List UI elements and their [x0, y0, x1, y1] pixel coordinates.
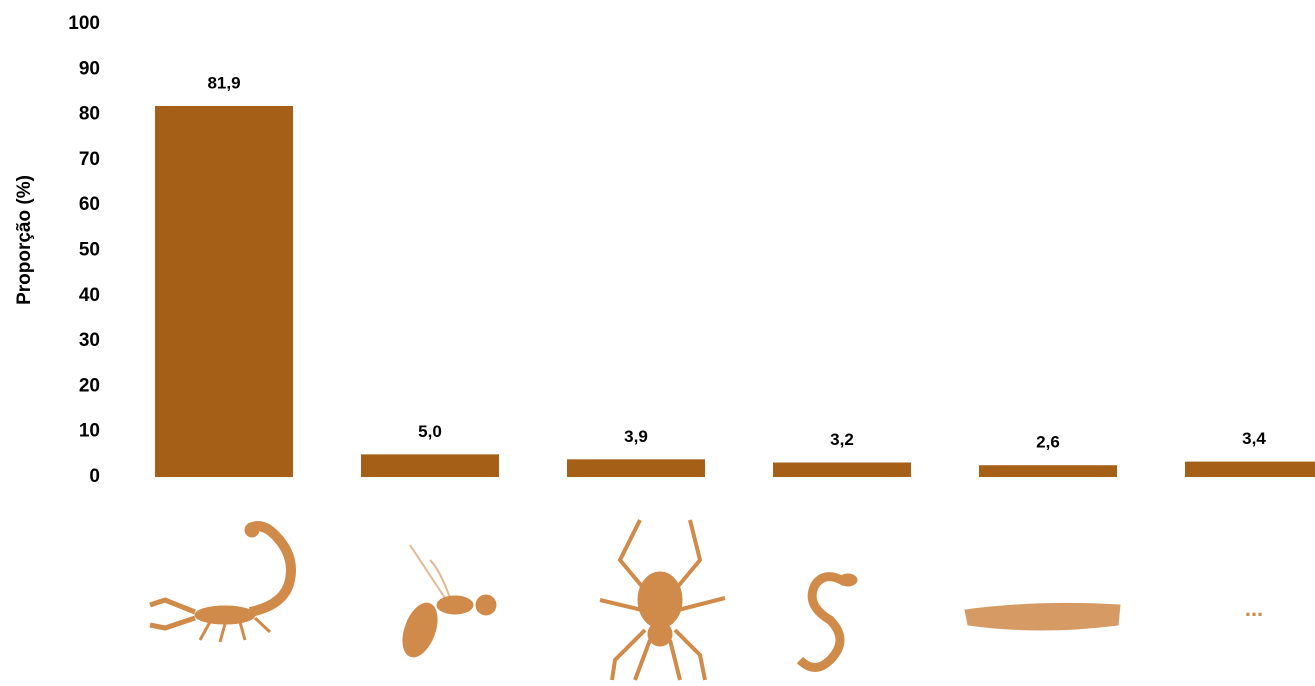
scorpion-icon: [150, 523, 291, 642]
y-tick-label: 40: [79, 285, 100, 306]
spider-icon: [600, 520, 725, 680]
bar: [567, 459, 705, 477]
value-label: 2,6: [1036, 433, 1060, 452]
y-tick-label: 0: [89, 466, 100, 487]
value-label: 5,0: [418, 422, 442, 441]
y-tick-label: 10: [79, 421, 100, 442]
y-axis-title: Proporção (%): [14, 175, 35, 305]
y-tick-label: 20: [79, 375, 100, 396]
bar: [361, 454, 499, 477]
y-tick-label: 50: [79, 240, 100, 261]
y-tick-label: 30: [79, 330, 100, 351]
value-label: 3,4: [1242, 429, 1266, 448]
y-tick-label: 100: [68, 13, 100, 34]
wasp-icon: [396, 545, 496, 661]
bar: [773, 463, 911, 477]
value-label: 81,9: [207, 73, 240, 92]
y-tick-label: 80: [79, 104, 100, 125]
y-tick-label: 70: [79, 149, 100, 170]
y-tick-label: 60: [79, 194, 100, 215]
caterpillar-icon: [965, 603, 1120, 630]
value-label: 3,9: [624, 427, 648, 446]
bar: [979, 465, 1117, 477]
bar: [155, 106, 293, 477]
bar: [1185, 462, 1315, 477]
value-label: 3,2: [830, 430, 854, 449]
x-tick-label: ...: [1245, 596, 1263, 621]
icons: [150, 520, 1120, 680]
chart: Proporção (%) 010203040506070809010081,: [0, 0, 1315, 686]
y-tick-label: 90: [79, 58, 100, 79]
snake-icon: [800, 574, 857, 668]
